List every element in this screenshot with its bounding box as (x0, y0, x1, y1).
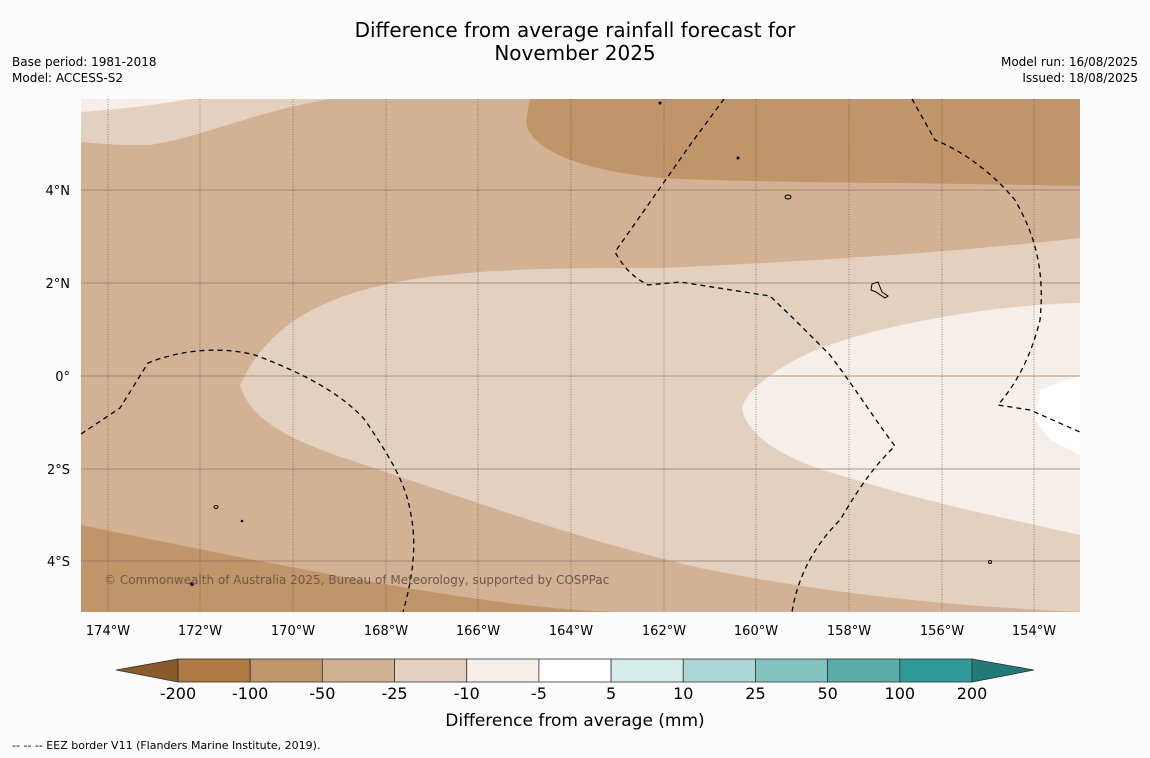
lon-tick: 162°W (642, 624, 686, 639)
colorbar-label: 100 (885, 684, 916, 703)
field-right-light (742, 303, 1080, 535)
meta-right: Model run: 16/08/2025 Issued: 18/08/2025 (1001, 54, 1138, 86)
colorbar-label: 50 (817, 684, 837, 703)
colorbar-label: -25 (381, 684, 407, 703)
meta-left: Base period: 1981-2018 Model: ACCESS-S2 (12, 54, 157, 86)
colorbar-labels: -200 -100 -50 -25 -10 -5 5 10 25 50 100 200 (160, 684, 987, 703)
map-title: Difference from average rainfall forecas… (0, 19, 1150, 65)
eez-border-east (911, 99, 1080, 433)
base-period: Base period: 1981-2018 (12, 55, 157, 69)
lon-tick: 156°W (920, 624, 964, 639)
colorbar-left-arrow (115, 658, 179, 683)
field-center-moderate (240, 238, 1080, 612)
colorbar-title: Difference from average (mm) (445, 711, 704, 731)
map-panel: © Commonwealth of Australia 2025, Bureau… (81, 99, 1080, 612)
lon-gridlines (107, 99, 1035, 612)
colorbar-segment (177, 658, 251, 683)
island-d (190, 582, 194, 586)
colorbar: -200 -100 -50 -25 -10 -5 5 10 25 50 100 200 Differe… (115, 658, 1035, 731)
model-name: Model: ACCESS-S2 (12, 71, 124, 85)
colorbar-segment (827, 658, 901, 683)
lon-tick: 166°W (456, 624, 500, 639)
lon-tick: 168°W (364, 624, 408, 639)
island-g (736, 156, 740, 160)
colorbar-segment (466, 658, 540, 683)
lat-tick: 4°S (47, 555, 70, 570)
lon-tick: 174°W (86, 624, 130, 639)
lat-gridlines (81, 189, 1080, 562)
field-top-left-moderate (81, 99, 330, 146)
colorbar-segment (899, 658, 973, 683)
island-e (988, 560, 992, 564)
island-a (784, 194, 792, 200)
island-h (240, 519, 244, 523)
island-c (213, 505, 219, 509)
lat-tick: 4°N (46, 184, 71, 199)
colorbar-label: -5 (531, 684, 547, 703)
lat-tick-labels: 4°N 2°N 0° 2°S 4°S (46, 184, 71, 570)
eez-borders (81, 99, 1080, 612)
islands (190, 101, 992, 586)
colorbar-segment (321, 658, 395, 683)
lon-tick: 160°W (734, 624, 778, 639)
colorbar-segment (682, 658, 756, 683)
lon-tick: 164°W (549, 624, 593, 639)
eez-border-center (614, 99, 896, 612)
lon-tick: 170°W (271, 624, 315, 639)
model-run: Model run: 16/08/2025 (1000, 55, 1138, 69)
lat-tick: 2°N (46, 277, 71, 292)
colorbar-label: -50 (309, 684, 335, 703)
colorbar-label: 5 (606, 684, 616, 703)
field-top-right-dry (526, 99, 1080, 186)
colorbar-segment (610, 658, 684, 683)
colorbar-label: -100 (232, 684, 268, 703)
island-f (658, 101, 662, 105)
colorbar-label: 200 (957, 684, 988, 703)
lon-tick: 154°W (1012, 624, 1056, 639)
issued-date: Issued: 18/08/2025 (1022, 71, 1138, 85)
colorbar-segments (177, 658, 973, 683)
lon-tick: 158°W (827, 624, 871, 639)
island-b (870, 281, 889, 299)
colorbar-segment (249, 658, 323, 683)
colorbar-label: -10 (454, 684, 480, 703)
lat-tick: 2°S (47, 463, 70, 478)
lat-tick: 0° (55, 370, 70, 385)
colorbar-label: -200 (160, 684, 196, 703)
colorbar-segment (394, 658, 468, 683)
colorbar-segment (755, 658, 829, 683)
colorbar-label: 25 (745, 684, 765, 703)
lon-tick-labels: 174°W 172°W 170°W 168°W 166°W 164°W 162°… (86, 624, 1056, 639)
eez-footnote: -- -- -- EEZ border V11 (Flanders Marine… (12, 739, 321, 752)
title-line-1: Difference from average rainfall forecas… (354, 18, 796, 42)
copyright-credit: © Commonwealth of Australia 2025, Bureau… (104, 573, 609, 587)
title-line-2: November 2025 (494, 41, 656, 65)
colorbar-label: 10 (673, 684, 693, 703)
colorbar-segment (538, 658, 612, 683)
colorbar-right-arrow (971, 658, 1035, 683)
field-right-neutral (1035, 376, 1080, 455)
field-bottom-left-dry (81, 525, 620, 612)
lon-tick: 172°W (178, 624, 222, 639)
